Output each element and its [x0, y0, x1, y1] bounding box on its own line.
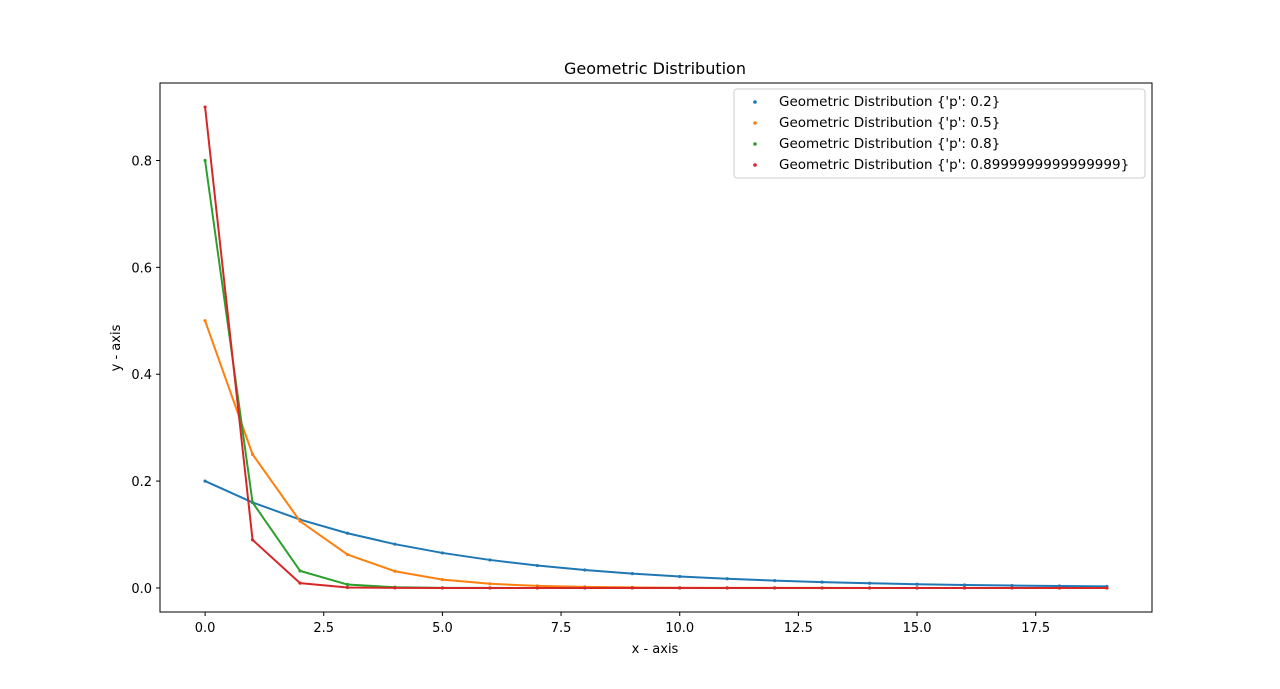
data-point [345, 585, 350, 590]
legend-label: Geometric Distribution {'p': 0.8} [779, 136, 1000, 152]
data-point [583, 568, 587, 572]
data-point [1057, 586, 1062, 590]
data-point [250, 500, 255, 505]
data-point [298, 581, 302, 585]
data-point [203, 105, 207, 109]
data-point [393, 586, 397, 590]
legend-marker [753, 100, 757, 104]
plot-frame [159, 82, 1153, 613]
data-point [583, 586, 587, 590]
data-point [203, 479, 207, 483]
x-tick-label: 15.0 [903, 621, 932, 636]
data-point [867, 586, 872, 590]
data-point [345, 582, 350, 587]
data-point [678, 574, 682, 579]
series-line-0 [204, 480, 1107, 588]
legend-marker [753, 163, 757, 167]
data-point [203, 319, 207, 323]
data-point [393, 542, 397, 546]
data-point [488, 582, 492, 586]
data-point [725, 586, 729, 590]
data-point [773, 586, 777, 590]
data-point [440, 578, 445, 582]
x-axis-label: x - axis [632, 642, 679, 657]
legend-label: Geometric Distribution {'p': 0.2} [779, 94, 1000, 110]
series-line-3 [204, 106, 1107, 589]
y-tick-label: 0.4 [131, 368, 152, 383]
y-tick-label: 0.8 [131, 154, 152, 169]
legend-marker [753, 121, 757, 125]
y-tick-label: 0.6 [131, 261, 152, 276]
data-point [867, 581, 872, 585]
data-point [250, 538, 255, 542]
data-point [820, 586, 824, 590]
series-2 [203, 158, 1109, 590]
data-point [440, 586, 445, 590]
data-point [678, 586, 682, 590]
data-point [962, 586, 967, 590]
legend-box [733, 88, 1146, 179]
data-point [725, 577, 729, 581]
x-tick-label: 0.0 [195, 621, 216, 636]
data-point [962, 583, 967, 587]
x-tick-label: 10.0 [665, 621, 694, 636]
data-point [1105, 586, 1109, 590]
data-point [1010, 583, 1014, 588]
x-tick-label: 7.5 [551, 621, 572, 636]
data-point [535, 563, 539, 568]
data-point [630, 586, 634, 590]
series-0 [203, 479, 1109, 589]
data-point [250, 452, 255, 456]
data-point [298, 569, 302, 573]
data-point [440, 551, 445, 555]
x-tick-label: 5.0 [432, 621, 453, 636]
legend-marker [753, 142, 757, 146]
data-point [535, 586, 539, 590]
legend-label: Geometric Distribution {'p': 0.5} [779, 115, 1000, 131]
data-point [345, 531, 350, 535]
data-point [345, 552, 350, 557]
y-axis-label: y - axis [109, 324, 124, 371]
x-tick-label: 12.5 [784, 621, 813, 636]
data-point [630, 572, 634, 576]
chart-title: Geometric Distribution [564, 59, 746, 78]
x-tick-label: 2.5 [313, 621, 334, 636]
y-tick-label: 0.2 [131, 475, 152, 490]
series-line-1 [204, 320, 1107, 589]
data-point [488, 558, 492, 562]
legend: Geometric Distribution {'p': 0.2} Geometr… [733, 88, 1146, 179]
data-point [820, 580, 824, 584]
data-point [298, 519, 302, 523]
x-tick-label: 17.5 [1021, 621, 1050, 636]
legend-label: Geometric Distribution {'p': 0.899999999… [779, 157, 1129, 173]
plot-area: 0.0 2.5 5.0 7.5 10.0 12.5 15.0 17.5 0.0 0.2 0.4 0.6… [131, 82, 1153, 636]
data-point [915, 582, 919, 586]
data-point [203, 158, 207, 163]
data-point [488, 586, 492, 590]
series-line-2 [204, 160, 1107, 589]
data-point [773, 579, 777, 583]
series-1 [203, 319, 1109, 590]
data-point [915, 586, 919, 590]
y-tick-label: 0.0 [131, 582, 152, 597]
data-point [1010, 586, 1014, 590]
data-point [393, 569, 397, 573]
series-3 [203, 105, 1109, 590]
